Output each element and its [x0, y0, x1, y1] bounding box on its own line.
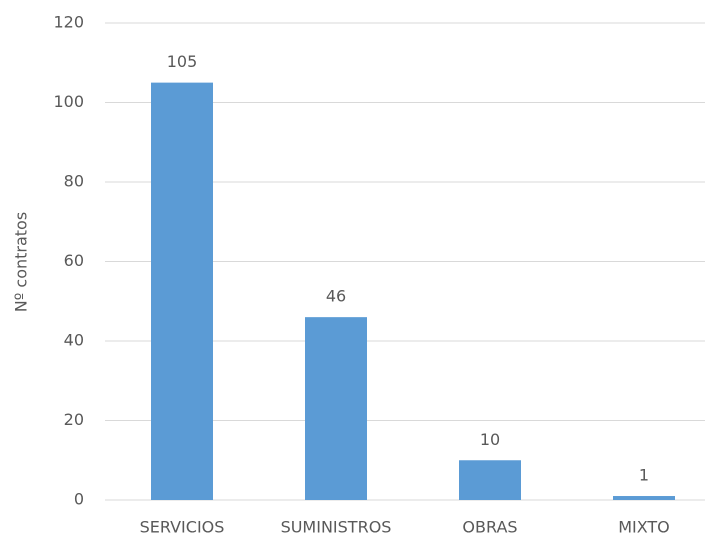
bar: [459, 460, 521, 500]
bar: [305, 317, 367, 500]
x-tick-label: OBRAS: [462, 518, 517, 537]
y-tick-label: 100: [53, 92, 84, 111]
y-axis-label: Nº contratos: [12, 212, 31, 312]
y-tick-label: 60: [64, 251, 84, 270]
y-tick-label: 40: [64, 331, 84, 350]
x-tick-label: SERVICIOS: [140, 518, 225, 537]
data-label: 46: [326, 287, 346, 306]
y-tick-label: 0: [74, 490, 84, 509]
x-tick-label: MIXTO: [618, 518, 670, 537]
y-tick-label: 80: [64, 172, 84, 191]
y-tick-label: 120: [53, 13, 84, 32]
bar: [151, 82, 213, 500]
data-label: 10: [480, 430, 500, 449]
x-tick-label: SUMINISTROS: [281, 518, 392, 537]
data-label: 105: [167, 52, 198, 71]
y-tick-label: 20: [64, 410, 84, 429]
bar: [613, 496, 675, 500]
data-label: 1: [639, 466, 649, 485]
